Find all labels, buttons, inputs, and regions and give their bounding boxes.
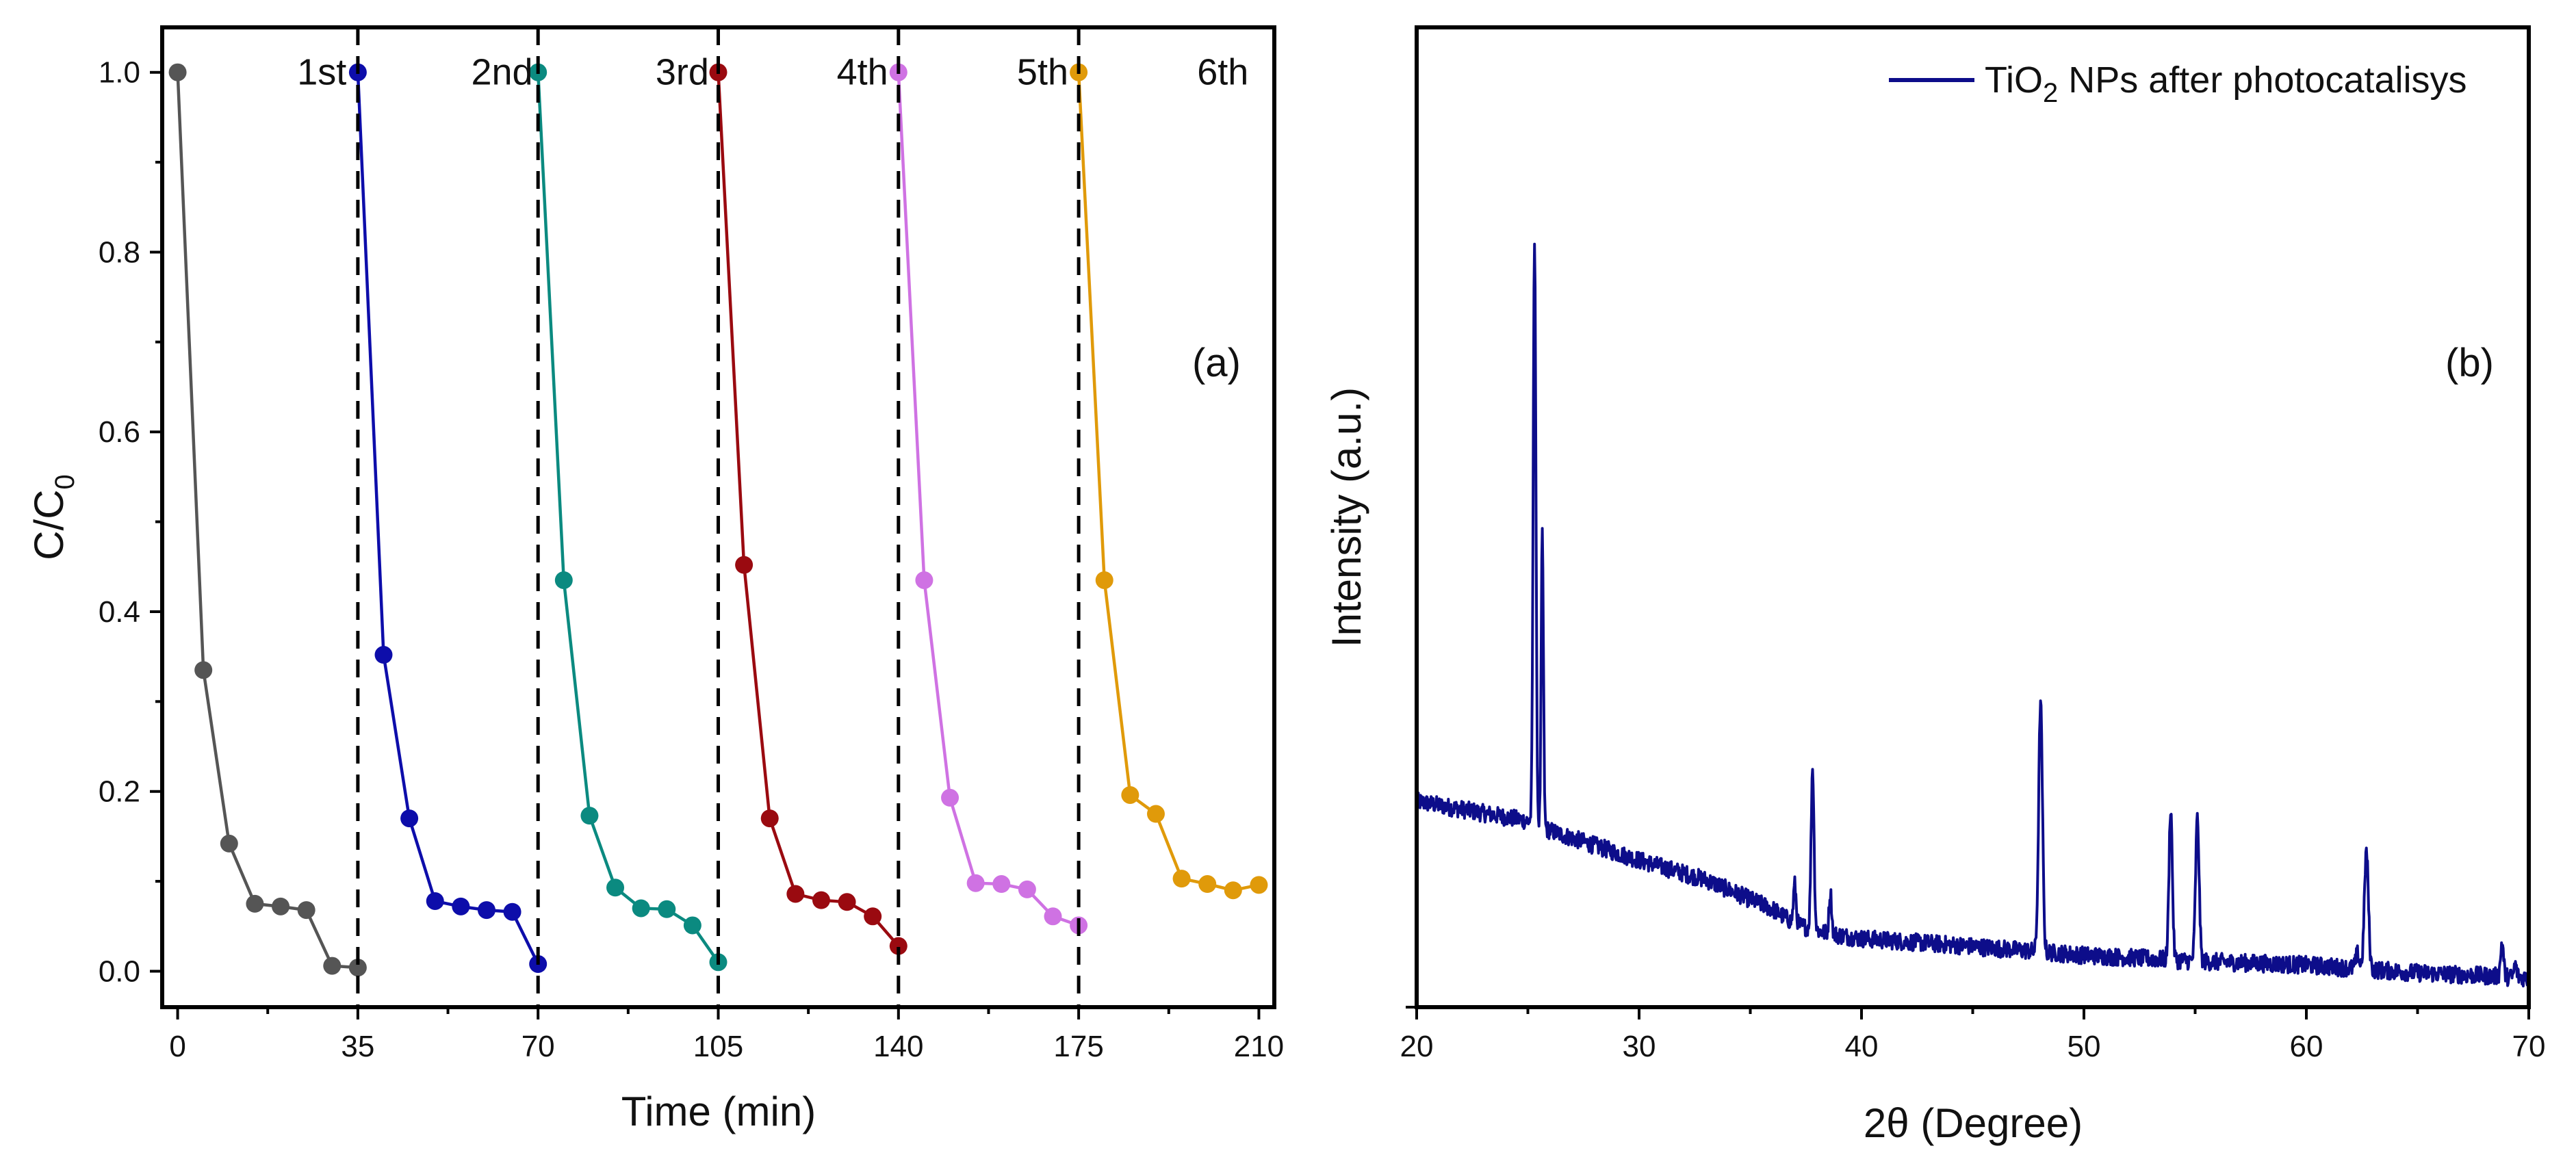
data-point-3rd-1	[735, 556, 754, 574]
panel-b-legend: TiO2 NPs after photocatalisys	[1889, 60, 2467, 108]
xrd-pattern-line	[1415, 242, 2530, 988]
panel-a-y-axis-title: C/C0	[26, 474, 80, 560]
data-point-3rd-5	[838, 893, 856, 911]
cycle-label-6th: 6th	[1197, 52, 1248, 93]
x-tick-label-20: 20	[1400, 1030, 1434, 1063]
panel-a-decay-chart: 0 35 70 105 140 175 210 0.0 0.2 0.4 0.6 0.8 1.0 1st…	[26, 25, 1284, 1134]
panel-a-y-axis: 0.0 0.2 0.4 0.6 0.8 1.0	[99, 56, 162, 988]
data-point-3rd-6	[864, 907, 882, 926]
data-point-0-6	[323, 957, 342, 975]
cycle-label-2nd: 2nd	[471, 52, 532, 93]
x-tick-label-40: 40	[1845, 1030, 1879, 1063]
data-point-4th-6	[1044, 907, 1062, 926]
data-point-2nd-1	[554, 571, 573, 589]
panel-b-frame	[1415, 25, 2531, 1009]
x-tick-label-70: 70	[521, 1030, 555, 1063]
data-point-0-3	[246, 894, 264, 913]
data-point-1st-2	[400, 809, 419, 828]
panel-b-x-axis: 20 30 40 50 60 70	[1400, 1007, 2546, 1063]
panel-b-plot-area	[1415, 242, 2530, 988]
data-point-4th-5	[1018, 880, 1036, 898]
series-line-1st	[356, 72, 540, 965]
data-point-1st-4	[452, 897, 470, 915]
series-line-0	[176, 72, 359, 970]
data-point-1st-6	[503, 902, 521, 921]
x-tick-label-60: 60	[2290, 1030, 2323, 1063]
x-tick-label-70: 70	[2512, 1030, 2546, 1063]
series-line-2nd	[536, 72, 720, 963]
panel-a-x-axis-title: Time (min)	[621, 1089, 816, 1134]
data-point-0-1	[194, 661, 213, 679]
cycle-label-4th: 4th	[837, 52, 888, 93]
series-line-4th	[897, 72, 1079, 927]
data-point-3rd-2	[760, 809, 779, 828]
x-tick-label-30: 30	[1623, 1030, 1656, 1063]
panel-a-y-axis-title-main: C/C	[26, 489, 72, 560]
data-point-1st-1	[374, 646, 393, 664]
x-tick-label-105: 105	[693, 1030, 743, 1063]
data-point-3rd-7	[889, 937, 907, 955]
x-tick-label-50: 50	[2068, 1030, 2101, 1063]
cycle-label-5th: 5th	[1017, 52, 1068, 93]
x-tick-label-0: 0	[169, 1030, 185, 1063]
cycle-label-3rd: 3rd	[656, 52, 709, 93]
panel-b-legend-label: TiO2 NPs after photocatalisys	[1985, 60, 2467, 108]
data-point-5th-5	[1198, 875, 1217, 894]
cycle-label-1st: 1st	[297, 52, 346, 93]
data-point-5th-4	[1172, 870, 1191, 888]
data-point-3rd-4	[812, 891, 830, 909]
data-point-0-2	[220, 834, 238, 853]
panel-a-cycle-labels: 1st 2nd 3rd 4th 5th 6th	[297, 52, 1248, 93]
y-tick-label-0.8: 0.8	[99, 235, 140, 269]
panel-b-y-axis-title: Intensity (a.u.)	[1324, 387, 1369, 647]
data-point-5th-6	[1224, 881, 1242, 900]
data-point-5th-7	[1250, 876, 1268, 894]
data-point-2nd-4	[632, 899, 650, 918]
data-point-2nd-6	[683, 916, 701, 935]
data-point-2nd-5	[658, 900, 676, 918]
x-tick-label-175: 175	[1053, 1030, 1103, 1063]
data-point-0-5	[297, 901, 315, 920]
panel-a-x-axis: 0 35 70 105 140 175 210	[169, 1007, 1284, 1063]
y-tick-label-0.2: 0.2	[99, 775, 140, 809]
y-tick-label-1.0: 1.0	[99, 56, 140, 90]
panel-a-cycle-dividers	[356, 27, 1081, 1007]
data-point-1st-5	[477, 901, 495, 920]
data-point-4th-4	[992, 875, 1011, 894]
panel-a-y-axis-title-sub: 0	[50, 474, 80, 489]
y-tick-label-0.6: 0.6	[99, 415, 140, 449]
data-point-4th-2	[941, 788, 959, 807]
data-point-0-7	[348, 959, 367, 977]
panel-a-plot-area	[168, 63, 1268, 977]
legend-text-rest: NPs after photocatalisys	[2058, 60, 2466, 101]
x-tick-label-210: 210	[1234, 1030, 1284, 1063]
panel-b-x-axis-title: 2θ (Degree)	[1864, 1100, 2083, 1146]
data-point-5th-2	[1121, 785, 1139, 804]
panel-a-label: (a)	[1192, 341, 1241, 385]
panel-b-label: (b)	[2445, 341, 2494, 385]
legend-text-main: TiO	[1985, 60, 2043, 101]
data-point-3rd-3	[786, 885, 805, 903]
data-point-4th-3	[966, 874, 985, 892]
data-point-4th-1	[915, 571, 933, 589]
panel-b-xrd-chart: 20 30 40 50 60 70 TiO2 NPs after photocatalis…	[1324, 25, 2546, 1146]
data-point-5th-1	[1095, 571, 1113, 589]
y-tick-label-0.0: 0.0	[99, 954, 140, 988]
series-line-5th	[1077, 72, 1259, 892]
x-tick-label-140: 140	[873, 1030, 923, 1063]
data-point-0-0	[168, 63, 187, 81]
series-line-3rd	[717, 72, 900, 948]
legend-text-sub: 2	[2043, 78, 2058, 108]
data-point-1st-3	[426, 892, 444, 910]
data-point-5th-3	[1146, 805, 1165, 823]
y-tick-label-0.4: 0.4	[99, 595, 140, 629]
data-point-2nd-2	[580, 807, 599, 825]
data-point-0-4	[272, 897, 290, 915]
x-tick-label-35: 35	[341, 1030, 374, 1063]
data-point-2nd-3	[606, 879, 625, 897]
